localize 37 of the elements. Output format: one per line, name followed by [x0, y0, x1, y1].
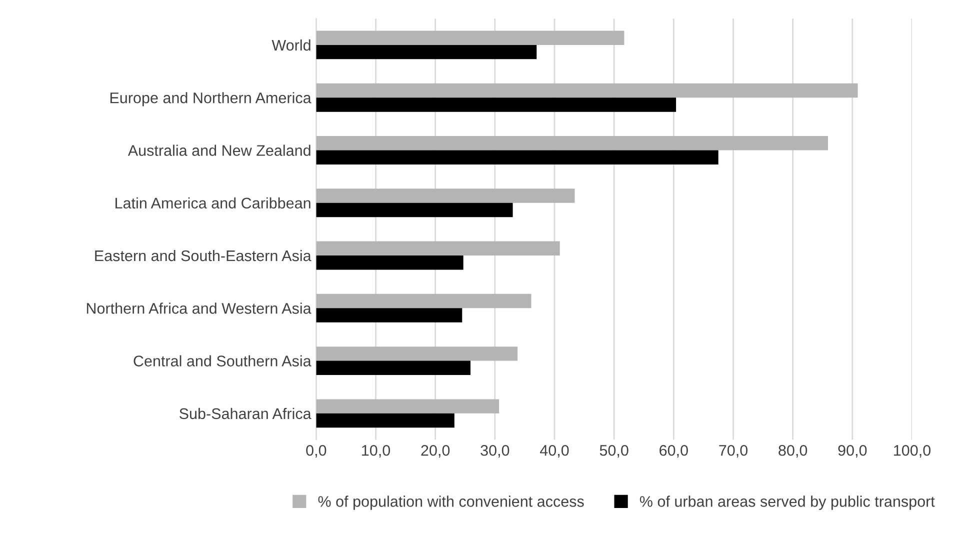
bar — [316, 256, 464, 270]
bar — [316, 346, 518, 361]
bar — [316, 83, 858, 98]
bar — [316, 308, 462, 322]
legend-label: % of urban areas served by public transport — [640, 496, 935, 510]
legend-label: % of population with convenient access — [318, 496, 584, 510]
bar — [316, 150, 718, 164]
bar — [316, 202, 513, 218]
x-tick-label: 90,0 — [838, 444, 867, 458]
y-tick-label: Northern Africa and Western Asia — [86, 302, 312, 314]
x-tick-label: 50,0 — [600, 444, 628, 458]
y-tick-label: Latin America and Caribbean — [116, 197, 310, 209]
bar — [316, 360, 470, 375]
y-tick-label: Eastern and South-Eastern Asia — [95, 250, 312, 262]
x-tick-label: 70,0 — [719, 444, 748, 458]
bar — [316, 136, 828, 150]
bar — [316, 188, 575, 203]
x-tick-label: 10,0 — [362, 444, 390, 458]
y-tick-label: Europe and Northern America — [110, 92, 312, 106]
x-tick-label: 20,0 — [421, 444, 450, 458]
y-tick-label: World — [272, 39, 310, 51]
x-tick-label: 60,0 — [660, 444, 688, 458]
x-tick-label: 30,0 — [480, 444, 510, 458]
y-tick-label: Central and Southern Asia — [134, 355, 312, 366]
bar — [316, 30, 624, 45]
bar — [316, 98, 676, 112]
bar — [316, 399, 500, 414]
bar — [316, 241, 560, 256]
y-tick-label: Sub-Saharan Africa — [180, 408, 312, 420]
y-tick-label: Australia and New Zealand — [128, 144, 310, 156]
x-tick-label: 0,0 — [306, 444, 326, 458]
x-tick-label: 80,0 — [778, 444, 808, 458]
bar — [316, 413, 454, 428]
x-tick-label: 100,0 — [894, 444, 931, 458]
bar — [316, 294, 532, 308]
x-tick-label: 40,0 — [540, 444, 569, 458]
bar — [316, 44, 537, 60]
